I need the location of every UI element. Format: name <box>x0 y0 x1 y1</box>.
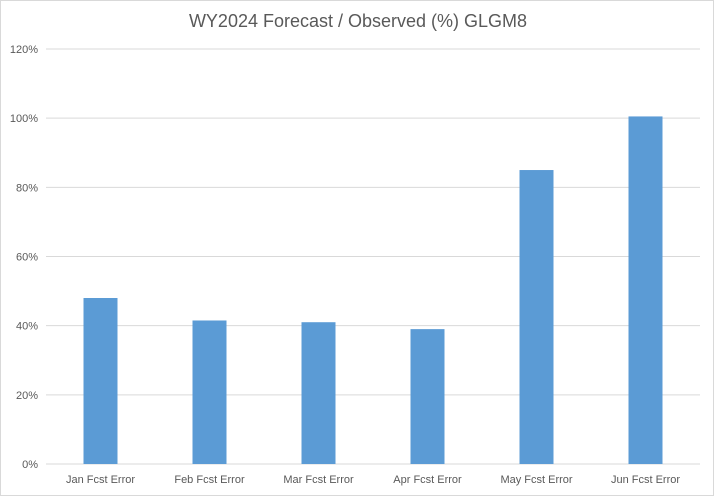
x-tick-label: May Fcst Error <box>500 474 572 486</box>
chart-title: WY2024 Forecast / Observed (%) GLGM8 <box>188 11 528 31</box>
x-tick-label: Apr Fcst Error <box>393 474 462 486</box>
bar <box>519 170 554 464</box>
y-tick-label: 20% <box>16 390 38 402</box>
y-tick-label: 80% <box>16 182 38 194</box>
bar <box>628 116 663 464</box>
x-tick-label: Jan Fcst Error <box>66 474 135 486</box>
x-tick-label: Jun Fcst Error <box>611 474 680 486</box>
bar <box>410 329 445 464</box>
bar <box>83 298 118 464</box>
y-tick-label: 100% <box>10 113 38 125</box>
x-tick-label: Mar Fcst Error <box>283 474 354 486</box>
y-tick-label: 120% <box>10 44 38 56</box>
y-tick-label: 60% <box>16 252 38 264</box>
bar <box>192 320 227 464</box>
x-tick-label: Feb Fcst Error <box>174 474 245 486</box>
y-tick-label: 40% <box>16 321 38 333</box>
bar <box>301 322 336 464</box>
y-tick-label: 0% <box>22 459 38 471</box>
